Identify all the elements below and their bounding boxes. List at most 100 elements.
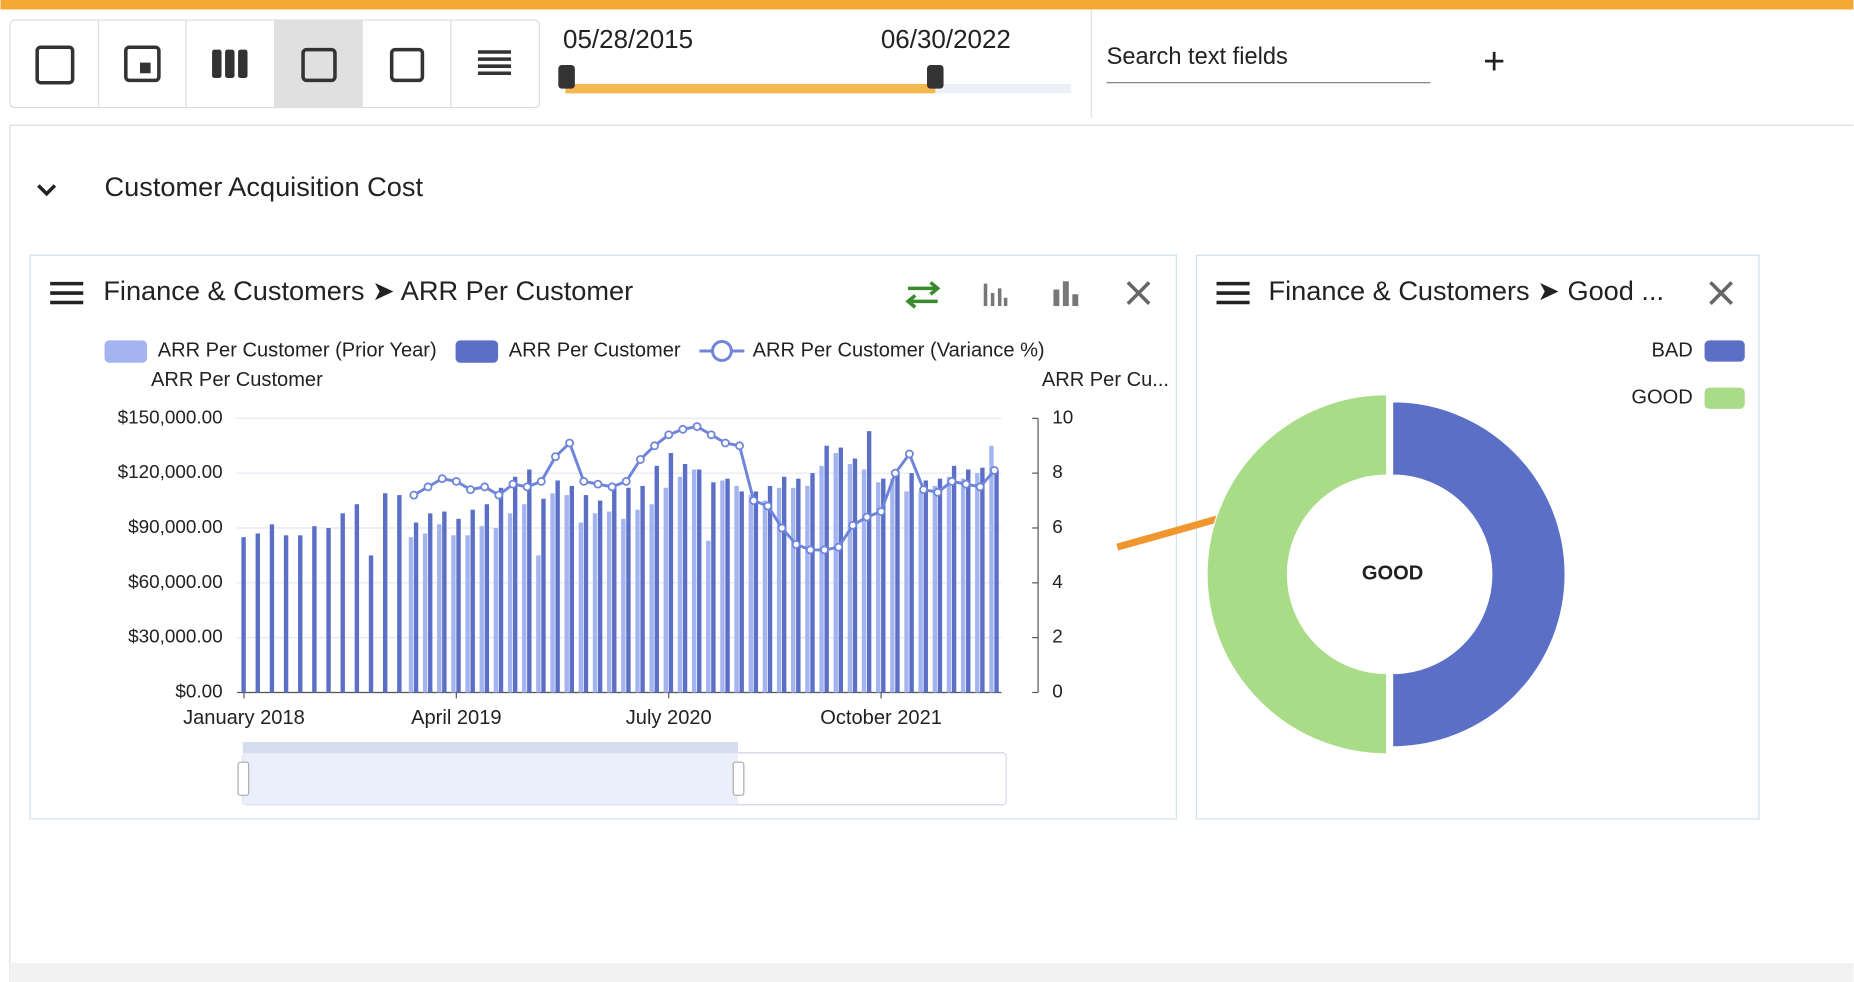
point	[409, 490, 419, 500]
bar	[847, 464, 853, 693]
bar	[456, 518, 461, 693]
bar	[951, 465, 957, 693]
bar	[354, 504, 360, 693]
point	[536, 476, 546, 486]
zoom-window	[242, 752, 738, 805]
pie-slice	[1392, 401, 1566, 748]
bar	[635, 509, 640, 693]
bar	[507, 513, 513, 693]
point	[933, 487, 943, 497]
bar	[833, 453, 838, 693]
point	[735, 441, 744, 451]
view-button[interactable]	[301, 47, 337, 83]
point	[975, 482, 985, 492]
bar	[720, 480, 725, 693]
date-end: 06/30/2022	[881, 24, 1011, 54]
bar	[555, 480, 560, 693]
bar	[966, 469, 971, 693]
view-button[interactable]	[477, 50, 512, 76]
y2-axis-title: ARR Per Cu...	[1042, 369, 1169, 391]
bar	[776, 487, 782, 693]
view-button[interactable]	[212, 49, 248, 78]
range-handle[interactable]	[558, 64, 575, 89]
point	[848, 520, 858, 530]
view-button[interactable]	[389, 47, 425, 83]
active-view	[274, 20, 363, 108]
bar	[895, 471, 900, 693]
point	[791, 540, 801, 549]
point	[820, 545, 829, 555]
range-selected	[565, 83, 936, 94]
point	[989, 465, 999, 475]
point	[961, 479, 971, 489]
range-handle[interactable]	[927, 64, 944, 89]
bar	[606, 511, 612, 693]
point	[466, 485, 475, 495]
bar	[640, 485, 645, 693]
bar	[975, 473, 980, 693]
point	[565, 438, 575, 448]
bar	[522, 504, 527, 693]
close-button[interactable]	[1126, 281, 1151, 305]
bar	[734, 485, 739, 693]
add-button[interactable]: +	[1483, 41, 1505, 83]
bar	[852, 458, 858, 693]
point	[480, 482, 490, 492]
point	[834, 542, 844, 552]
panel-menu[interactable]	[50, 281, 84, 305]
bar	[796, 478, 801, 693]
bar	[781, 476, 787, 693]
collapse-toggle[interactable]	[37, 184, 57, 197]
swap-button[interactable]	[905, 281, 941, 309]
close-button[interactable]	[1709, 281, 1733, 305]
bar	[791, 487, 796, 693]
legend-swatch	[711, 340, 733, 362]
bar	[805, 485, 810, 693]
bar	[980, 467, 985, 693]
bar	[989, 445, 994, 693]
bar	[649, 504, 654, 693]
zoom-handle[interactable]	[732, 761, 745, 796]
point	[720, 438, 730, 448]
search-input[interactable]: Search text fields	[1107, 44, 1288, 70]
point	[607, 482, 617, 492]
bar	[592, 513, 598, 693]
bar	[767, 485, 773, 693]
view-button[interactable]	[124, 45, 161, 83]
top-bar	[0, 0, 1854, 10]
bar	[668, 453, 674, 693]
legend-label: GOOD	[1631, 387, 1692, 409]
bar	[612, 487, 617, 693]
chart-type-button[interactable]	[983, 283, 1008, 307]
chart-type-button[interactable]	[1053, 281, 1079, 307]
bar	[725, 478, 730, 693]
view-button[interactable]	[35, 45, 75, 85]
point	[947, 476, 957, 486]
bar	[923, 480, 928, 693]
bar	[340, 513, 345, 693]
bar	[691, 469, 697, 693]
point	[621, 476, 631, 486]
legend-label: ARR Per Customer	[509, 339, 681, 361]
point	[890, 468, 900, 478]
panel-menu[interactable]	[1216, 281, 1250, 305]
bar	[283, 535, 289, 693]
bar	[298, 535, 303, 693]
chart-panel	[29, 254, 1177, 820]
bar	[918, 491, 923, 693]
y2-tick-label: 4	[1052, 572, 1063, 593]
bar	[810, 473, 815, 693]
bar	[824, 445, 829, 693]
bar	[512, 476, 518, 693]
bar	[819, 465, 824, 693]
bar	[536, 555, 541, 693]
bar	[382, 493, 388, 693]
point	[763, 501, 773, 511]
date-start: 05/28/2015	[563, 24, 693, 54]
bar	[861, 469, 867, 693]
bar	[541, 498, 546, 693]
zoom-handle[interactable]	[237, 761, 250, 796]
view-toolbar	[9, 19, 540, 109]
